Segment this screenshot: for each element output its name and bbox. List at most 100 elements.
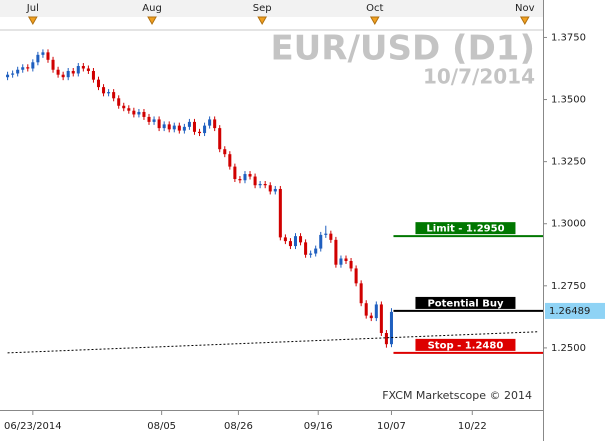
candle-body: [349, 260, 353, 269]
candle-body: [218, 128, 222, 150]
y-tick-label: 1.3500: [551, 95, 586, 106]
candle-body: [162, 124, 166, 129]
candle-body: [359, 283, 363, 304]
candle-body: [11, 73, 15, 75]
month-label: Jul: [26, 3, 39, 14]
month-marker: [257, 16, 268, 26]
candle-body: [132, 110, 136, 115]
candle-body: [268, 185, 272, 192]
candle-body: [167, 124, 171, 130]
candle-body: [369, 315, 373, 319]
candle-body: [31, 62, 35, 69]
candle-body: [187, 121, 191, 127]
candle-body: [314, 248, 318, 254]
candle-body: [283, 237, 287, 242]
last-price-box: [545, 302, 605, 319]
candle-body: [263, 183, 267, 186]
x-tick-label: 10/07: [377, 421, 406, 432]
candle-body: [21, 67, 25, 70]
candle-body: [243, 174, 247, 181]
candle-body: [238, 179, 242, 181]
candle-body: [304, 242, 308, 255]
candle-body: [61, 74, 65, 78]
candle-body: [46, 52, 50, 60]
candle-body: [253, 176, 257, 186]
candle-body: [299, 236, 303, 243]
month-marker: [27, 16, 38, 26]
candle-body: [107, 92, 111, 94]
level-label-box: [415, 222, 516, 235]
y-tick-label: 1.2750: [551, 281, 586, 292]
candle-body: [76, 66, 80, 74]
candle-body: [157, 119, 161, 129]
candle-body: [177, 125, 181, 131]
candle-body: [6, 74, 10, 78]
watermark: FXCM Marketscope © 2014: [382, 389, 532, 402]
candle-body: [51, 59, 55, 70]
candle-body: [374, 304, 378, 319]
x-tick-label: 08/26: [224, 421, 253, 432]
y-tick-label: 1.3750: [551, 32, 586, 43]
candle-body: [96, 79, 101, 88]
candle-body: [81, 66, 85, 69]
candle-body: [56, 69, 60, 75]
candle-body: [223, 149, 227, 155]
y-tick-label: 1.3250: [551, 157, 586, 168]
x-tick-label: 06/23/2014: [4, 421, 62, 432]
candle-body: [192, 121, 196, 132]
candle-body: [117, 98, 121, 106]
candle-body: [309, 253, 313, 255]
candle-body: [147, 116, 151, 122]
candle-body: [142, 111, 146, 117]
candle-body: [233, 166, 237, 180]
candle-body: [137, 111, 141, 115]
level-label-box: [415, 296, 516, 309]
candle-body: [329, 233, 333, 240]
month-marker: [519, 16, 530, 26]
candle-body: [112, 92, 116, 99]
candle-body: [127, 108, 131, 111]
candle-body: [208, 119, 212, 126]
last-price-label: 1.26489: [549, 306, 590, 317]
candle-body: [324, 233, 328, 235]
candle-body: [248, 174, 252, 177]
month-marker: [369, 16, 380, 26]
top-axis-band: [0, 0, 543, 17]
candle-body: [288, 241, 292, 247]
level-label: Stop - 1.2480: [428, 340, 504, 351]
candle-body: [71, 70, 75, 74]
candle-body: [182, 126, 186, 131]
x-tick-label: 09/16: [304, 421, 333, 432]
month-label: Aug: [142, 3, 162, 14]
y-tick-label: 1.3000: [551, 219, 586, 230]
candle-body: [41, 52, 45, 55]
candle-body: [122, 105, 126, 109]
candle-body: [339, 258, 343, 265]
candle-body: [172, 125, 176, 130]
moving-average: [7, 331, 538, 354]
x-tick-label: 10/22: [458, 421, 487, 432]
candle-body: [379, 304, 383, 334]
month-label: Sep: [253, 3, 272, 14]
candle-body: [273, 188, 277, 192]
candle-body: [86, 68, 90, 71]
candle-body: [293, 236, 298, 247]
candle-body: [354, 268, 358, 284]
candle-body: [26, 67, 30, 69]
candle-body: [389, 311, 393, 345]
chart-subtitle: 10/7/2014: [423, 65, 535, 89]
candle-body: [384, 333, 388, 345]
month-label: Nov: [515, 3, 535, 14]
candle-body: [319, 234, 323, 249]
candle-body: [36, 54, 40, 63]
x-tick-label: 08/05: [147, 421, 176, 432]
candle-body: [228, 154, 232, 167]
chart-title: EUR/USD (D1): [270, 29, 535, 69]
candle-body: [198, 131, 202, 134]
candle-body: [152, 119, 156, 122]
y-tick-label: 1.2500: [551, 343, 586, 354]
month-label: Oct: [366, 3, 383, 14]
candle-body: [258, 183, 262, 186]
